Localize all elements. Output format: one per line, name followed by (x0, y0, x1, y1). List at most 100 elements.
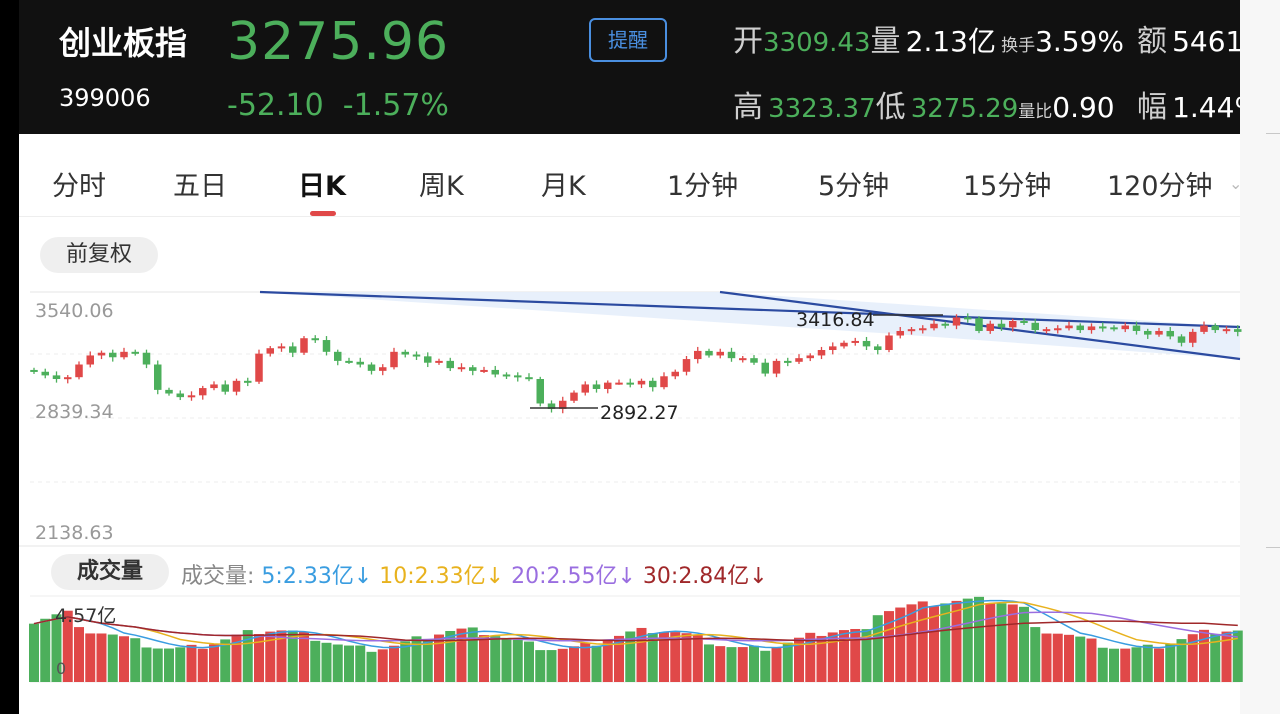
candle-body (30, 369, 38, 372)
candle-body (1099, 326, 1107, 329)
high-annotation-label: 3416.84 (796, 309, 875, 331)
candle-body (952, 317, 961, 326)
candle-body (862, 340, 871, 347)
divider (1266, 547, 1280, 548)
amount-stat: 额 5461 (1137, 16, 1240, 60)
y-tick-bottom: 2138.63 (35, 522, 114, 544)
candle-body (165, 389, 173, 394)
tab-five-day[interactable]: 五日 (173, 171, 227, 202)
candle-body (401, 351, 409, 355)
volume-indicator-button[interactable]: 成交量 (51, 554, 169, 590)
tab-monthly-k[interactable]: 月K (541, 171, 586, 202)
volume-bar (152, 648, 163, 682)
remind-button[interactable]: 提醒 (589, 18, 667, 62)
volume-ma-lines (33, 599, 1238, 649)
volume-bar (1221, 631, 1232, 682)
adjust-button[interactable]: 前复权 (40, 237, 158, 273)
candle-body (1110, 327, 1118, 330)
candle-body (424, 356, 432, 363)
volume-ma-legend: 成交量: 5:2.33亿↓ 10:2.33亿↓ 20:2.55亿↓ 30:2.8… (181, 558, 768, 590)
volume-bar (355, 645, 366, 682)
ma30-legend: 30:2.84亿↓ (642, 564, 768, 589)
candle-body (772, 360, 781, 374)
volume-bar (737, 647, 748, 682)
candle-body (682, 359, 691, 372)
volume-bar (130, 638, 141, 682)
tab-1min[interactable]: 1分钟 (667, 171, 739, 202)
candle-body (761, 362, 769, 374)
change-value: -52.10 (227, 88, 324, 123)
amplitude-label: 幅 (1137, 90, 1167, 125)
candle-body (480, 369, 488, 372)
amplitude-stat: 幅 1.44% (1137, 82, 1240, 126)
candle-body (109, 352, 117, 358)
tab-15min[interactable]: 15分钟 (963, 171, 1052, 202)
volume-bar (265, 631, 276, 682)
volume-bar (895, 607, 906, 682)
candle-body (930, 323, 938, 329)
volume-bar (985, 603, 996, 682)
high-value: 3323.37 (768, 94, 876, 124)
volume-bar (906, 604, 917, 682)
volume-bar (186, 644, 197, 682)
volume-bar (647, 633, 658, 682)
volume-bar (1187, 634, 1198, 682)
candle-body (435, 360, 443, 363)
volume-bar (614, 635, 624, 682)
low-label: 低 (875, 90, 906, 125)
tab-intraday[interactable]: 分时 (52, 171, 106, 202)
candle-body (1222, 329, 1231, 332)
volume-bar (1232, 630, 1243, 682)
quote-header: 创业板指 399006 3275.96 -52.10 -1.57% 提醒 开33… (19, 0, 1240, 134)
candle-body (649, 380, 657, 388)
candle-body (120, 351, 128, 358)
candle-body (300, 338, 308, 353)
candle-body (1211, 325, 1219, 331)
volume-bar (141, 647, 152, 682)
volume-bar (389, 645, 399, 682)
volume-bar (254, 634, 264, 682)
volume-bar (242, 630, 253, 682)
candle-body (795, 358, 803, 362)
volume-bar (659, 631, 669, 682)
volume-ma30-line (33, 616, 1238, 642)
volume-bar (501, 637, 512, 682)
candle-body (1189, 331, 1197, 343)
low-annotation-label: 2892.27 (600, 402, 679, 424)
tab-weekly-k[interactable]: 周K (419, 171, 464, 202)
candle-body (1144, 330, 1152, 335)
volume-bar (1176, 639, 1187, 682)
candle-body (806, 355, 814, 359)
candle-body (784, 360, 792, 363)
tab-120min[interactable]: 120分钟 (1107, 171, 1213, 202)
candle-body (322, 340, 331, 352)
volume-bar (29, 623, 39, 682)
candle-body (525, 377, 533, 380)
volume-bar (299, 631, 309, 682)
candle-body (266, 348, 274, 354)
candle-body (1031, 322, 1039, 331)
volume-zero-label: 0 (56, 659, 66, 678)
candle-body (986, 323, 994, 331)
candle-body (502, 374, 511, 377)
candle-body (311, 338, 319, 341)
candle-body (997, 323, 1006, 328)
turnover-label: 换手 (1001, 36, 1036, 56)
candle-body (671, 371, 679, 377)
tab-5min[interactable]: 5分钟 (818, 171, 890, 202)
chevron-down-icon[interactable]: ⌄ (1229, 174, 1243, 193)
volume-bar (557, 648, 568, 682)
candle-body (851, 340, 859, 343)
candle-body (221, 384, 229, 392)
volume-bar (321, 642, 332, 682)
y-tick-top: 3540.06 (35, 300, 114, 322)
volume-bar (1131, 647, 1142, 682)
candle-body (514, 375, 522, 378)
candle-body (829, 346, 837, 351)
volume-ma5-line (33, 599, 1238, 649)
tab-daily-k[interactable]: 日K (298, 171, 346, 202)
volume-bar (1165, 644, 1176, 682)
candle-body (232, 380, 241, 392)
candle-body (199, 388, 207, 396)
